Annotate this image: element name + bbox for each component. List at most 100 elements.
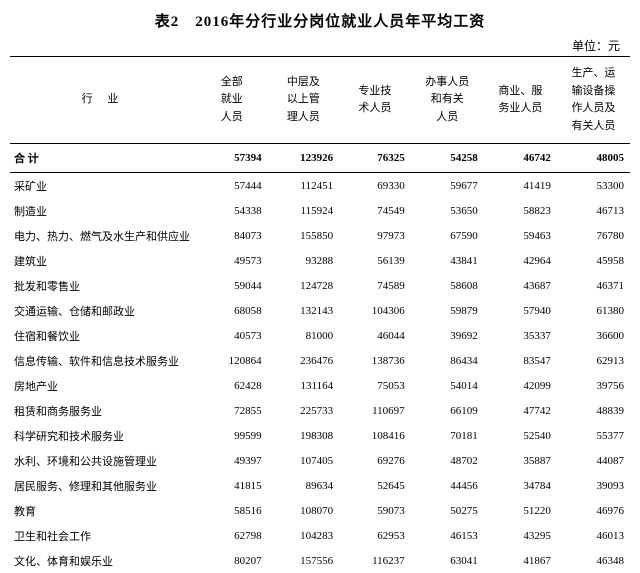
table-row: 电力、热力、燃气及水生产和供应业840731558509797367590594… (10, 223, 630, 248)
col-6: 生产、运输设备操作人员及有关人员 (557, 57, 630, 144)
row-label: 制造业 (10, 198, 196, 223)
cell: 34784 (484, 473, 557, 498)
table-row: 科学研究和技术服务业995991983081084167018152540553… (10, 423, 630, 448)
cell: 124728 (268, 273, 340, 298)
cell: 36600 (557, 323, 630, 348)
cell: 43841 (411, 248, 484, 273)
total-val-2: 76325 (339, 144, 411, 173)
cell: 86434 (411, 348, 484, 373)
cell: 56139 (339, 248, 411, 273)
cell: 81000 (268, 323, 340, 348)
cell: 52540 (484, 423, 557, 448)
cell: 120864 (196, 348, 268, 373)
row-label: 科学研究和技术服务业 (10, 423, 196, 448)
table-row: 租赁和商务服务业72855225733110697661094774248839 (10, 398, 630, 423)
total-val-5: 48005 (557, 144, 630, 173)
cell: 225733 (268, 398, 340, 423)
cell: 43295 (484, 523, 557, 548)
cell: 67590 (411, 223, 484, 248)
col-3: 专业技术人员 (339, 57, 411, 144)
cell: 107405 (268, 448, 340, 473)
cell: 45958 (557, 248, 630, 273)
table-row: 卫生和社会工作6279810428362953461534329546013 (10, 523, 630, 548)
col-1: 全部就业人员 (196, 57, 268, 144)
cell: 59879 (411, 298, 484, 323)
cell: 80207 (196, 548, 268, 573)
cell: 47742 (484, 398, 557, 423)
total-row: 合 计5739412392676325542584674248005 (10, 144, 630, 173)
cell: 48839 (557, 398, 630, 423)
cell: 46713 (557, 198, 630, 223)
cell: 41419 (484, 173, 557, 199)
cell: 58608 (411, 273, 484, 298)
cell: 41867 (484, 548, 557, 573)
row-label: 建筑业 (10, 248, 196, 273)
cell: 62953 (339, 523, 411, 548)
cell: 198308 (268, 423, 340, 448)
cell: 54014 (411, 373, 484, 398)
cell: 44456 (411, 473, 484, 498)
total-val-0: 57394 (196, 144, 268, 173)
table-row: 居民服务、修理和其他服务业418158963452645444563478439… (10, 473, 630, 498)
cell: 104306 (339, 298, 411, 323)
row-label: 租赁和商务服务业 (10, 398, 196, 423)
cell: 58516 (196, 498, 268, 523)
cell: 97973 (339, 223, 411, 248)
table-row: 教育5851610807059073502755122046976 (10, 498, 630, 523)
cell: 66109 (411, 398, 484, 423)
cell: 48702 (411, 448, 484, 473)
cell: 57940 (484, 298, 557, 323)
total-val-3: 54258 (411, 144, 484, 173)
cell: 157556 (268, 548, 340, 573)
cell: 108070 (268, 498, 340, 523)
cell: 62798 (196, 523, 268, 548)
row-label: 教育 (10, 498, 196, 523)
cell: 68058 (196, 298, 268, 323)
row-label: 电力、热力、燃气及水生产和供应业 (10, 223, 196, 248)
cell: 39093 (557, 473, 630, 498)
cell: 46153 (411, 523, 484, 548)
col-2: 中层及以上管理人员 (268, 57, 340, 144)
cell: 74549 (339, 198, 411, 223)
cell: 58823 (484, 198, 557, 223)
table-row: 交通运输、仓储和邮政业68058132143104306598795794061… (10, 298, 630, 323)
total-val-4: 46742 (484, 144, 557, 173)
row-label: 文化、体育和娱乐业 (10, 548, 196, 573)
cell: 61380 (557, 298, 630, 323)
cell: 41815 (196, 473, 268, 498)
cell: 74589 (339, 273, 411, 298)
cell: 70181 (411, 423, 484, 448)
cell: 40573 (196, 323, 268, 348)
cell: 46976 (557, 498, 630, 523)
row-label: 卫生和社会工作 (10, 523, 196, 548)
table-row: 房地产业6242813116475053540144209939756 (10, 373, 630, 398)
cell: 69276 (339, 448, 411, 473)
table-row: 信息传输、软件和信息技术服务业1208642364761387368643483… (10, 348, 630, 373)
row-label: 批发和零售业 (10, 273, 196, 298)
cell: 59073 (339, 498, 411, 523)
cell: 62913 (557, 348, 630, 373)
cell: 116237 (339, 548, 411, 573)
cell: 55377 (557, 423, 630, 448)
cell: 99599 (196, 423, 268, 448)
cell: 115924 (268, 198, 340, 223)
cell: 93288 (268, 248, 340, 273)
cell: 83547 (484, 348, 557, 373)
cell: 39756 (557, 373, 630, 398)
row-label: 房地产业 (10, 373, 196, 398)
cell: 63041 (411, 548, 484, 573)
header-row: 行 业 全部就业人员 中层及以上管理人员 专业技术人员 办事人员和有关人员 商业… (10, 57, 630, 144)
cell: 59677 (411, 173, 484, 199)
table-title: 表2 2016年分行业分岗位就业人员年平均工资 (0, 0, 640, 37)
col-5: 商业、服务业人员 (484, 57, 557, 144)
cell: 51220 (484, 498, 557, 523)
cell: 49573 (196, 248, 268, 273)
cell: 46044 (339, 323, 411, 348)
row-label: 信息传输、软件和信息技术服务业 (10, 348, 196, 373)
row-label: 交通运输、仓储和邮政业 (10, 298, 196, 323)
cell: 236476 (268, 348, 340, 373)
table-row: 文化、体育和娱乐业8020715755611623763041418674634… (10, 548, 630, 573)
table-row: 批发和零售业5904412472874589586084368746371 (10, 273, 630, 298)
cell: 132143 (268, 298, 340, 323)
row-label: 水利、环境和公共设施管理业 (10, 448, 196, 473)
